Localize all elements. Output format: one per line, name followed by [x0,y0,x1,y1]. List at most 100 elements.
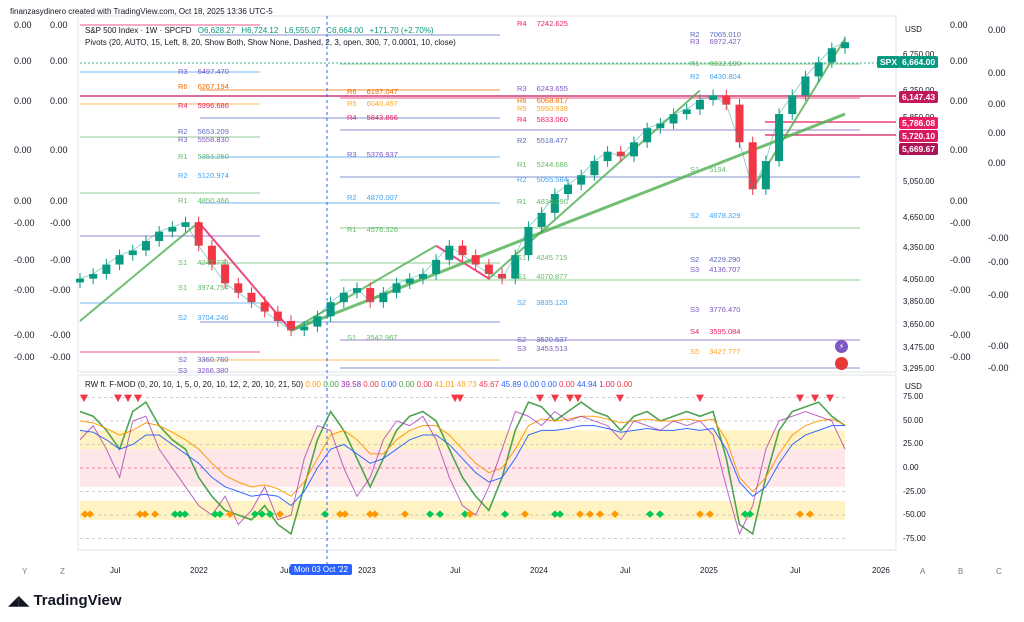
chart-credit: finanzasydinero created with TradingView… [10,7,273,16]
pivot-label-tag: R1 [347,225,357,234]
indicator-value: 1.00 [596,380,615,389]
buy-marker [746,510,754,518]
neutral-marker [576,510,584,518]
pivot-label: R1 4850.466 [178,196,229,205]
pivot-label-value: 4870.007 [366,193,398,202]
neutral-marker [521,510,529,518]
time-tick: Jul [280,566,291,575]
pivot-label-tag: R4 [517,115,527,124]
lightning-icon[interactable]: ⚡ [835,340,848,353]
candle-body [458,245,467,256]
candle-body [590,161,599,176]
level-badge-1: 6,147.43 [899,91,939,103]
neutral-marker [86,510,94,518]
left-inner-value: -0.00 [50,218,71,228]
pivot-label-value: 4576.326 [366,225,398,234]
tradingview-logo: ◢◣ TradingView [8,592,122,609]
pivot-label-tag: S1 [178,283,188,292]
pivot-label-value: 5376.937 [366,150,398,159]
pivot-label: R3 6972.427 [690,37,741,46]
candle-body [352,288,361,293]
oversold-band [80,500,845,520]
price-pane[interactable] [77,15,897,373]
pivots-legend[interactable]: Pivots (20, AUTO, 15, Left, 8, 20, Show … [85,38,456,47]
right-outer-value: -0.00 [988,363,1009,373]
sell-marker [114,394,122,403]
symbol-legend[interactable]: S&P 500 Index · 1W · SPCFD O6,628.27 H6,… [85,26,434,35]
buy-marker [551,510,559,518]
indicator-legend[interactable]: RW ft. F-MOD (0, 20, 10, 1, 5, 0, 20, 10… [85,380,632,389]
price-tick: 3,295.00 [903,364,935,373]
pivot-label-tag: R2 [690,72,700,81]
indicator-value: 45.67 [476,380,499,389]
pivot-label-tag: S1 [347,333,357,342]
pivot-label: R3 5558.830 [178,135,229,144]
pivot-label-value: 4247.730 [197,258,229,267]
buy-marker [461,510,469,518]
pivot-label: S2 4678.329 [690,211,740,220]
neutral-marker [141,510,149,518]
neutral-marker [796,510,804,518]
range-1y-button[interactable]: Y [22,567,28,576]
candle-body [722,95,731,105]
candle-body [445,245,454,260]
scale-button-c[interactable]: C [996,567,1002,576]
candle-body [115,255,124,265]
pivot-label-value: 5351.250 [197,152,229,161]
indicator-tick: 0.00 [903,463,919,472]
pivot-label-value: 5194. [709,165,728,174]
indicator-value: 0.00 [539,380,557,389]
brand-name: TradingView [33,592,122,609]
scale-button-b[interactable]: B [958,567,964,576]
indicator-value: 39.58 [338,380,362,389]
pivot-label-value: 5843.866 [366,113,398,122]
pivot-label-tag: R2 [517,136,527,145]
pivot-label-tag: R1 [517,160,527,169]
time-tick: Jul [110,566,121,575]
buy-marker [171,510,179,518]
pivot-label: R6 6267.194 [178,82,229,91]
candle-body [643,128,652,143]
currency-label[interactable]: USD [905,25,922,34]
indicator-currency-label[interactable]: USD [905,382,922,391]
price-tick: 4,650.00 [903,213,935,222]
pivot-label: R2 5518.477 [517,136,568,145]
left-inner-value: -0.00 [50,330,71,340]
pivot-label-tag: R1 [517,197,527,206]
sell-marker [80,394,88,403]
pivot-label: S2 3520.537 [517,335,567,344]
time-tick: 2024 [530,566,548,575]
pivot-label-tag: S2 [178,355,188,364]
pivot-label-value: 6972.427 [709,37,741,46]
auto-scale-button[interactable]: A [920,567,926,576]
pivot-label: R2 5055.584 [517,175,568,184]
candle-body [775,114,784,162]
price-tick: 3,650.00 [903,320,935,329]
pivot-label-tag: S2 [690,255,700,264]
pivot-label: S3 3776.470 [690,305,740,314]
buy-marker [436,510,444,518]
pivot-label-tag: R5 [347,99,357,108]
pivot-lines [80,24,896,369]
price-tick: 3,850.00 [903,297,935,306]
indicator-tick: 50.00 [903,415,924,425]
pivot-label-tag: R1 [178,196,188,205]
indicator-value: 0.00 [396,380,415,389]
zoom-button[interactable]: Z [60,567,65,576]
blue-osc-line [79,425,845,507]
left-outer-value: -0.00 [14,352,35,362]
left-outer-value: -0.00 [14,330,35,340]
orange-osc-line [79,415,846,497]
candle-body [102,264,111,274]
left-outer-value: 0.00 [14,145,32,155]
neutral-marker [341,510,349,518]
candle-body [748,142,757,190]
indicator-value: 44.94 [574,380,597,389]
pivot-label: R3 5376.937 [347,150,398,159]
indicator-value: 0.00 [361,380,379,389]
pivot-label-tag: R2 [690,30,700,39]
candle-body [432,259,441,274]
indicator-value: 41.01 [432,380,455,389]
indicator-markers [80,394,834,518]
